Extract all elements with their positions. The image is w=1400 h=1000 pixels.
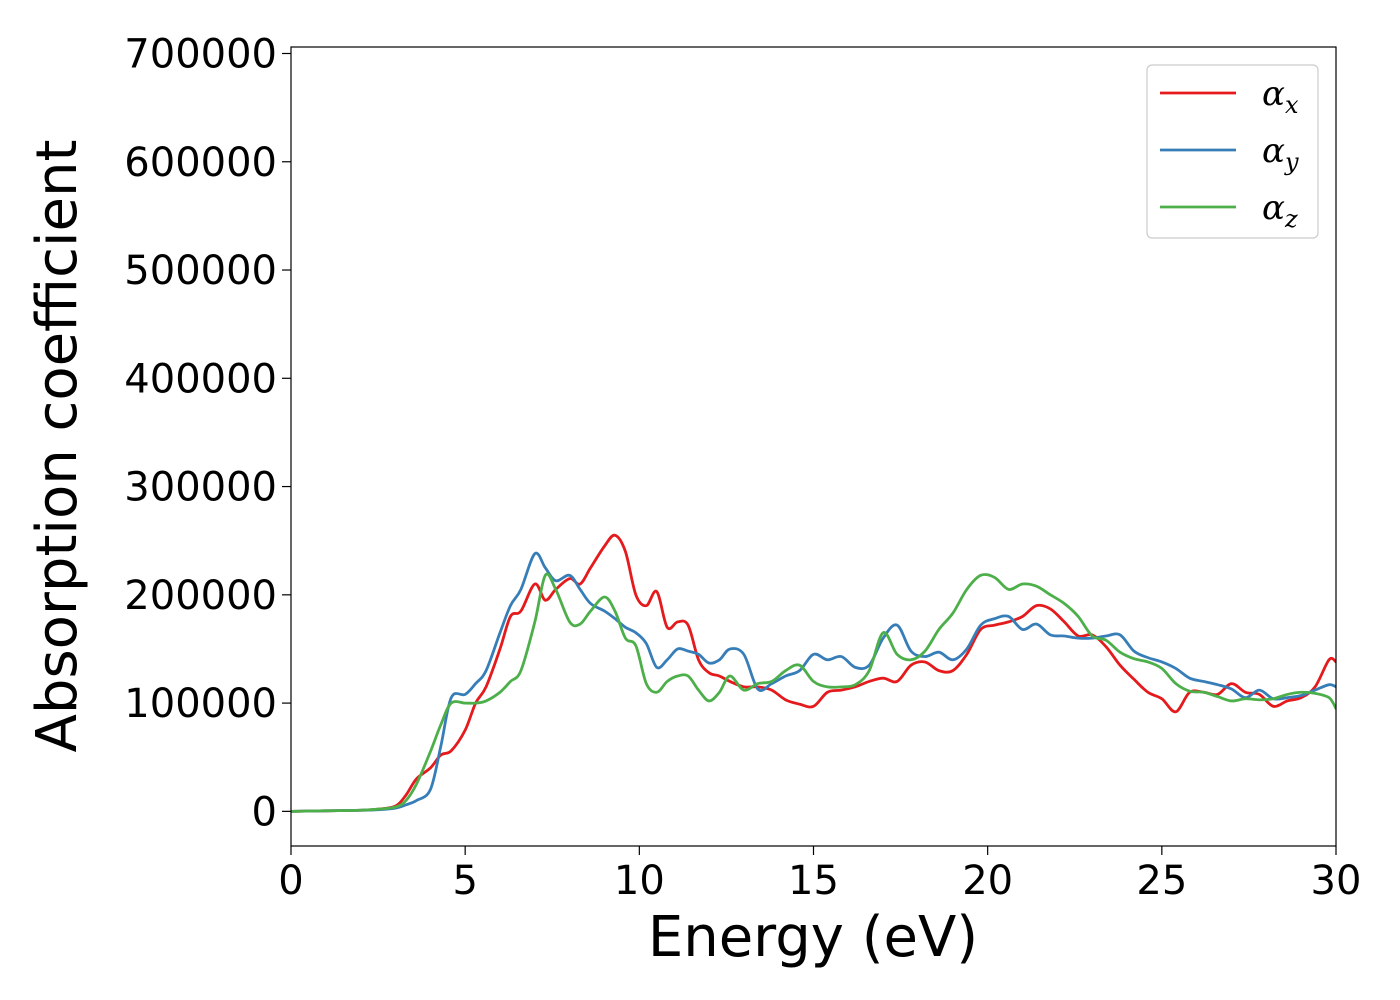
series-layer — [291, 533, 1336, 813]
series-line-y — [291, 551, 1336, 813]
series-line-z — [291, 572, 1336, 813]
y-tick-label: 700000 — [124, 31, 277, 77]
x-axis-title: Energy (eV) — [648, 905, 978, 970]
x-tick-label: 30 — [1311, 858, 1362, 904]
legend-label-y: αy — [1262, 131, 1299, 176]
y-axis-title: Absorption coefficient — [25, 140, 90, 753]
y-tick-label: 100000 — [124, 681, 277, 727]
x-tick-label: 0 — [278, 858, 303, 904]
y-tick-label: 600000 — [124, 140, 277, 186]
y-tick-label: 500000 — [124, 248, 277, 294]
x-axis: 0 5 10 15 20 25 30 — [278, 846, 1361, 904]
x-tick-label: 5 — [452, 858, 477, 904]
x-tick-label: 15 — [788, 858, 839, 904]
legend-label-x: αx — [1262, 74, 1299, 119]
x-tick-label: 20 — [962, 858, 1013, 904]
legend-box — [1146, 64, 1319, 239]
y-tick-label: 400000 — [124, 356, 277, 402]
legend: αx αy αz — [1146, 64, 1319, 239]
y-tick-label: 300000 — [124, 465, 277, 511]
series-line-x — [291, 533, 1336, 813]
y-tick-label: 0 — [252, 789, 277, 835]
y-tick-label: 200000 — [124, 573, 277, 619]
y-axis: 0 100000 200000 300000 400000 500000 600000 700… — [124, 31, 291, 835]
legend-label-z: αz — [1262, 188, 1298, 233]
x-tick-label: 25 — [1136, 858, 1187, 904]
x-tick-label: 10 — [614, 858, 665, 904]
